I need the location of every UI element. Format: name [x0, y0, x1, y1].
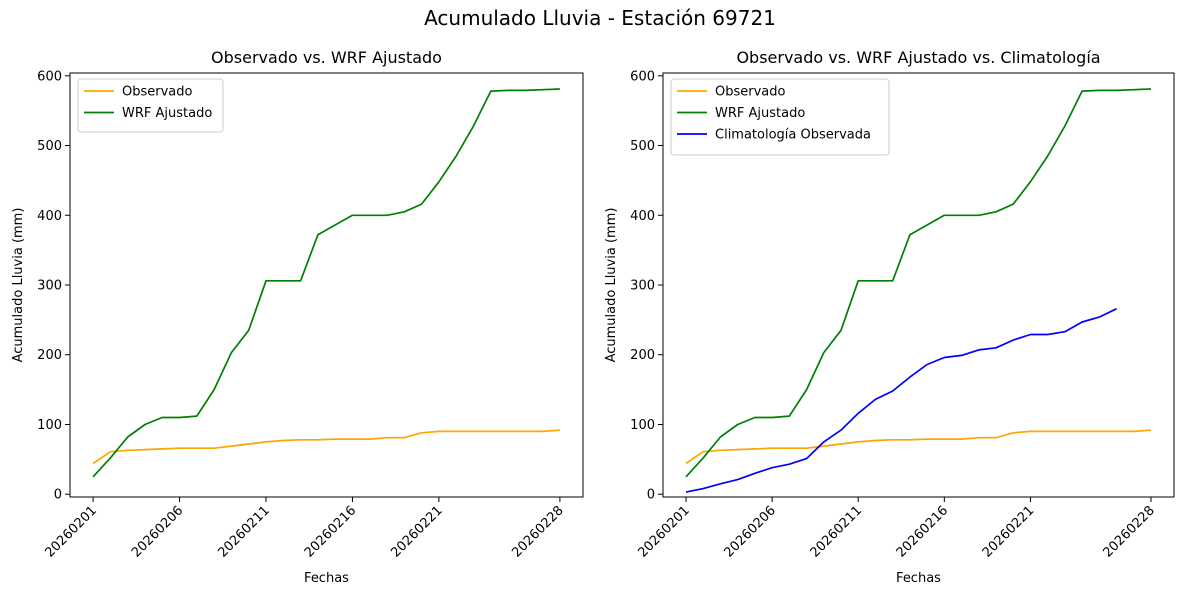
x-tick-label: 20260228 — [1100, 503, 1157, 560]
series-line-observado — [92, 429, 560, 465]
series-line-observado — [685, 429, 1152, 465]
y-tick-label: 0 — [54, 488, 62, 503]
y-tick-label: 300 — [630, 279, 655, 294]
y-tick-label: 400 — [37, 209, 62, 224]
series-line-wrf-ajustado — [92, 88, 560, 478]
legend-label: Observado — [122, 85, 193, 100]
y-tick-label: 500 — [630, 139, 655, 154]
x-axis-label: Fechas — [304, 571, 349, 586]
subplot-title: Observado vs. WRF Ajustado — [211, 48, 442, 67]
y-tick-label: 400 — [630, 209, 655, 224]
y-axis-label: Acumulado Lluvia (mm) — [604, 208, 619, 363]
series-line-wrf-ajustado — [685, 88, 1152, 478]
y-tick-label: 0 — [647, 488, 655, 503]
y-tick-label: 200 — [37, 348, 62, 363]
legend-label: Climatología Observada — [715, 128, 871, 143]
y-tick-label: 200 — [630, 348, 655, 363]
legend-label: Observado — [715, 85, 786, 100]
subplot-title: Observado vs. WRF Ajustado vs. Climatolo… — [736, 48, 1100, 67]
x-tick-label: 20260201 — [635, 503, 692, 560]
y-axis-label: Acumulado Lluvia (mm) — [11, 208, 26, 363]
x-tick-label: 20260216 — [894, 503, 951, 560]
x-tick-label: 20260221 — [980, 503, 1037, 560]
y-tick-label: 300 — [37, 279, 62, 294]
y-tick-label: 600 — [37, 69, 62, 84]
y-tick-label: 100 — [37, 418, 62, 433]
legend-label: WRF Ajustado — [715, 106, 805, 121]
legend — [77, 78, 224, 133]
x-tick-label: 20260206 — [722, 503, 779, 560]
legend — [670, 78, 890, 156]
x-tick-label: 20260211 — [808, 503, 865, 560]
figure-title: Acumulado Lluvia - Estación 69721 — [424, 6, 776, 30]
y-tick-label: 500 — [37, 139, 62, 154]
legend-label: WRF Ajustado — [122, 106, 212, 121]
y-tick-label: 100 — [630, 418, 655, 433]
y-tick-label: 600 — [630, 69, 655, 84]
series-line-climatología-observada — [685, 307, 1117, 493]
x-axis-label: Fechas — [896, 571, 941, 586]
